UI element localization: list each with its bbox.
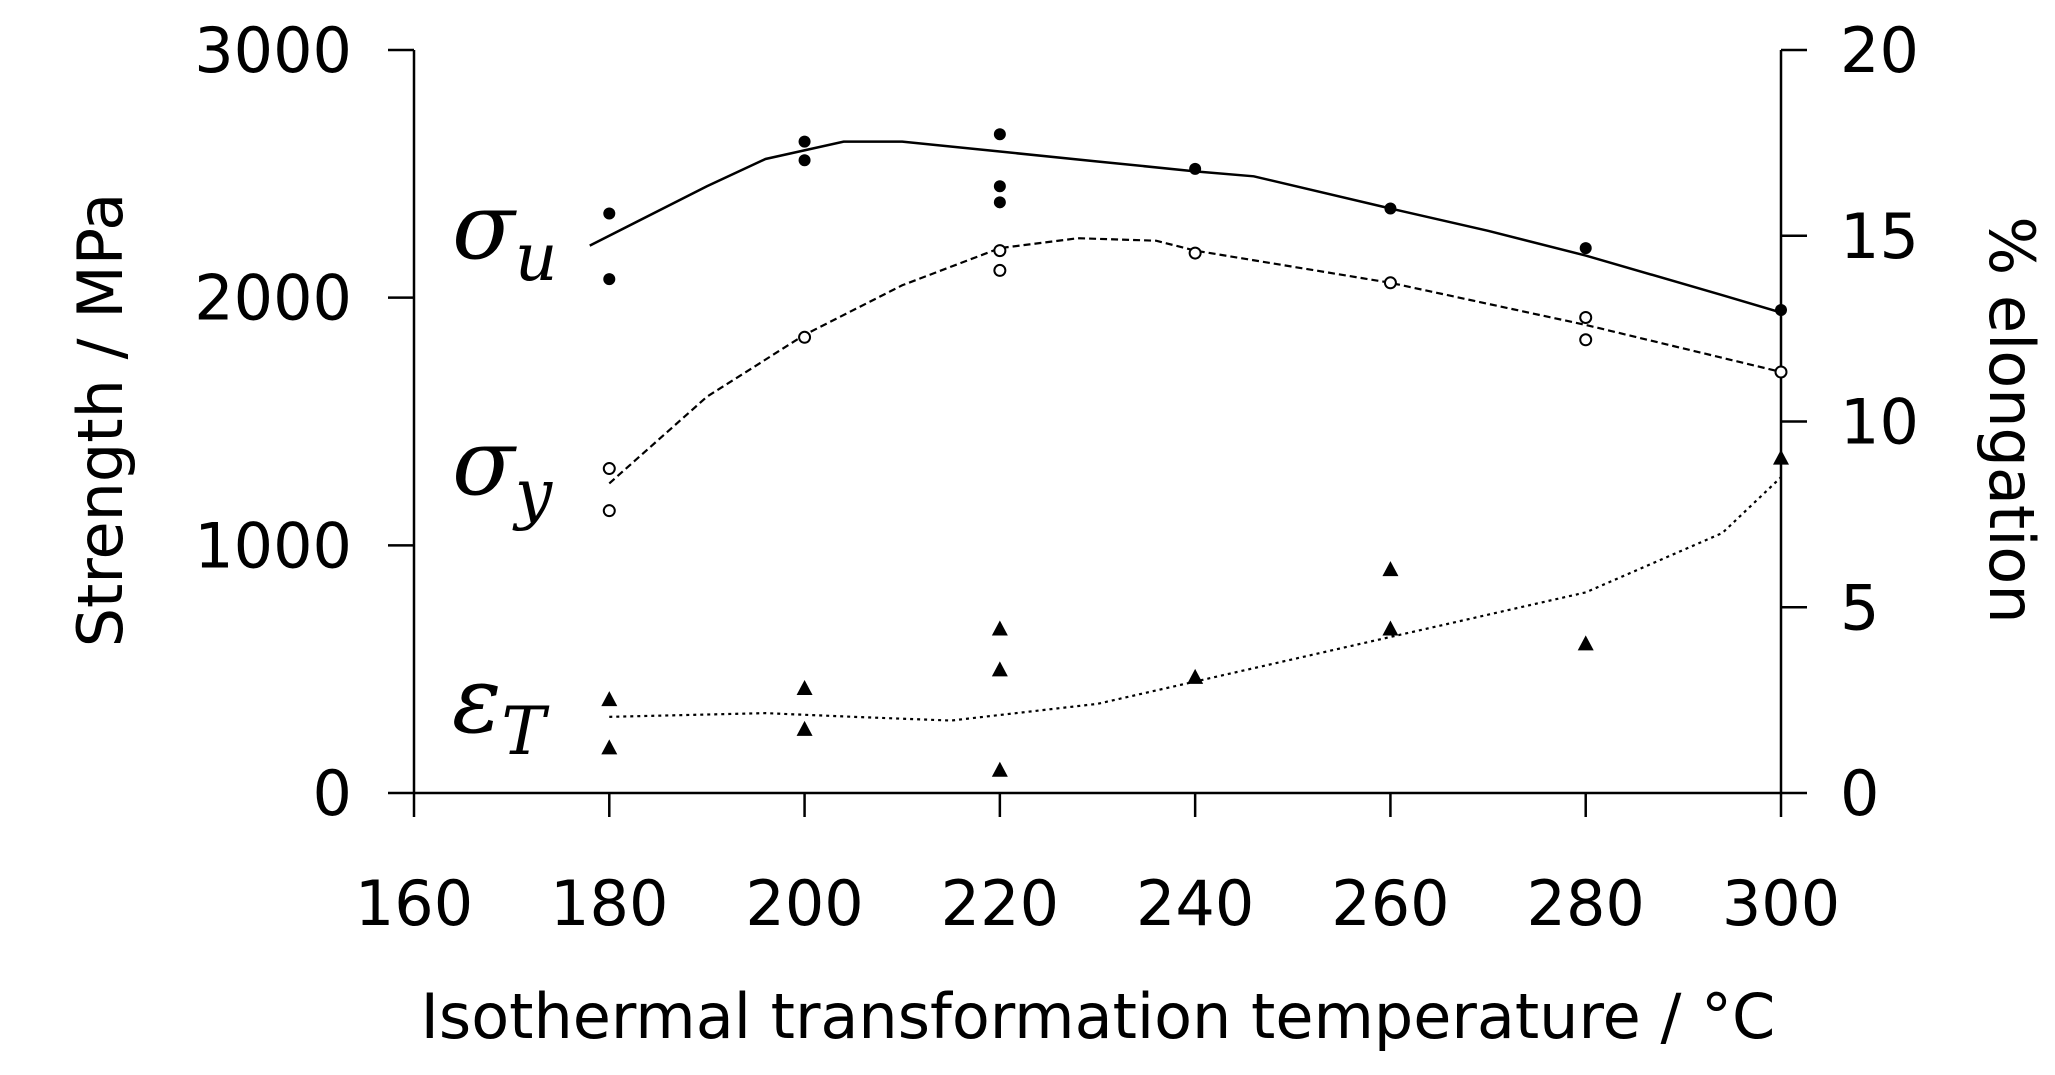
series-label: σu <box>452 173 557 296</box>
point <box>1383 276 1397 290</box>
fit-line <box>589 140 1782 314</box>
point <box>1382 561 1399 577</box>
point <box>603 207 616 220</box>
x-axis-label: Isothermal transformation temperature / … <box>421 980 1776 1053</box>
point <box>603 273 616 286</box>
series-label-symbol: σ <box>452 173 517 280</box>
point <box>1775 304 1787 317</box>
x-tick-label: 200 <box>745 867 863 940</box>
point <box>991 661 1008 677</box>
point <box>1382 620 1399 636</box>
series-label-symbol: ε <box>452 647 501 754</box>
x-tick-label: 280 <box>1527 867 1645 940</box>
series-label-symbol: σ <box>452 409 517 516</box>
series-label-subscript: y <box>512 455 553 532</box>
point <box>796 720 813 736</box>
y2-tick-label: 15 <box>1840 200 1919 273</box>
point <box>1189 162 1202 175</box>
point <box>1773 449 1789 465</box>
y2-axis-label: % elongation <box>1975 216 2048 623</box>
point <box>1774 365 1788 379</box>
x-tick-label: 300 <box>1722 867 1840 940</box>
series-label: σy <box>452 409 553 532</box>
point <box>993 196 1006 209</box>
point <box>993 180 1006 193</box>
y-axis-label: Strength / MPa <box>64 193 137 648</box>
x-tick-label: 220 <box>941 867 1059 940</box>
point <box>602 462 616 476</box>
point <box>991 620 1008 636</box>
series-label-subscript: u <box>515 219 558 296</box>
point <box>993 263 1007 277</box>
point <box>798 154 811 167</box>
point <box>1579 242 1592 255</box>
x-tick-label: 240 <box>1136 867 1254 940</box>
point <box>798 330 812 344</box>
point <box>993 128 1006 141</box>
point <box>798 135 811 148</box>
point <box>1188 246 1202 260</box>
x-tick-label: 180 <box>550 867 668 940</box>
fit-line <box>608 237 1782 485</box>
y-tick-label: 0 <box>313 757 352 830</box>
point <box>991 761 1008 777</box>
point <box>601 739 618 755</box>
point <box>796 679 813 695</box>
y-tick-label: 1000 <box>194 509 352 582</box>
point <box>1579 310 1593 324</box>
series-label-subscript: T <box>501 693 550 770</box>
x-tick-label: 160 <box>355 867 473 940</box>
point <box>601 691 618 707</box>
y2-tick-label: 20 <box>1840 14 1919 87</box>
point <box>1577 635 1594 651</box>
y2-tick-label: 10 <box>1840 386 1919 459</box>
y-tick-label: 2000 <box>194 262 352 335</box>
fit-line <box>609 476 1782 722</box>
series-label: εT <box>452 647 550 770</box>
point <box>1187 668 1204 684</box>
x-tick-label: 260 <box>1331 867 1449 940</box>
point <box>1579 333 1593 347</box>
y2-tick-label: 0 <box>1840 757 1879 830</box>
point <box>602 504 616 518</box>
y2-tick-label: 5 <box>1840 571 1879 644</box>
point <box>993 244 1007 258</box>
y-tick-label: 3000 <box>194 14 352 87</box>
point <box>1384 202 1397 215</box>
